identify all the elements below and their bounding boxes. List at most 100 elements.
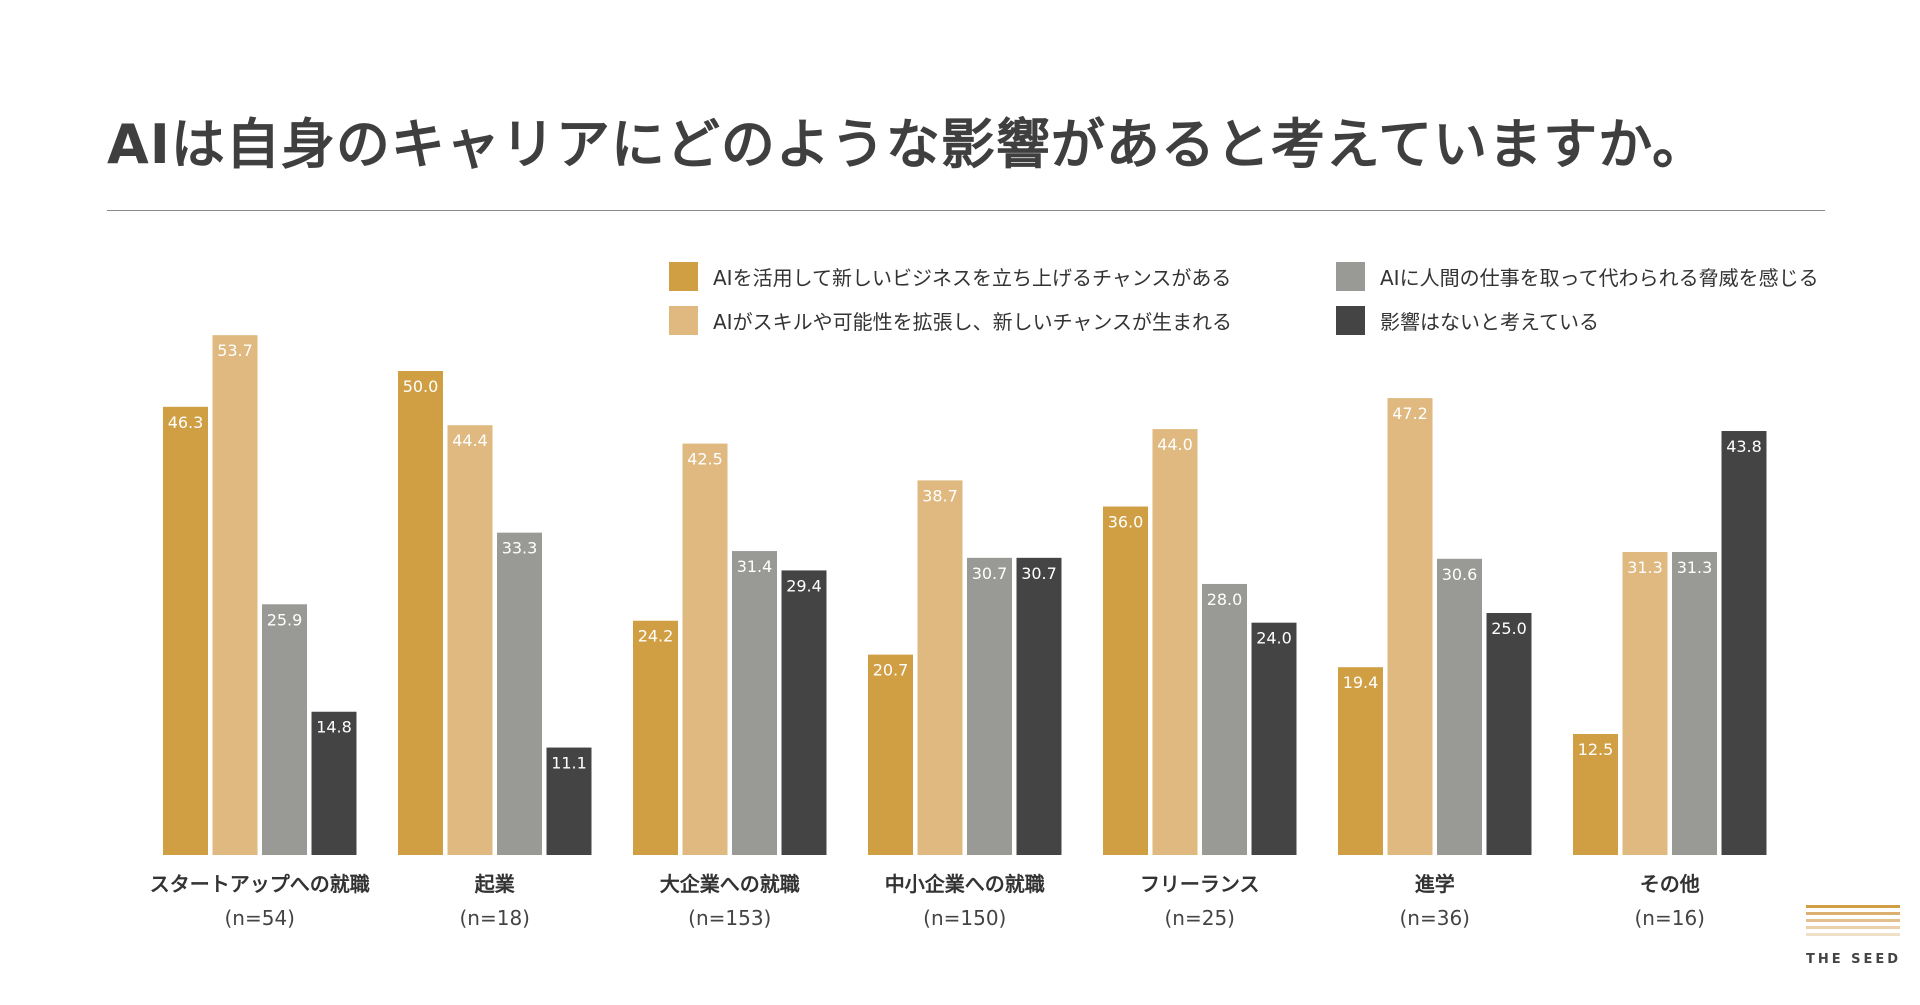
bar-group: 36.0 44.0 28.0 24.0 フリーランス (n=25) (1103, 429, 1297, 930)
bar-value-label: 25.0 (1491, 619, 1527, 638)
bar (1338, 667, 1383, 855)
the-seed-logo: THE SEED (1806, 905, 1900, 967)
bar (497, 532, 542, 855)
bar-value-label: 46.3 (168, 413, 204, 432)
legend-item-job-threat: AIに人間の仕事を取って代わられる脅威を感じる (1336, 256, 1819, 296)
logo-stripe (1806, 905, 1900, 908)
sample-size-label: (n=16) (1635, 906, 1706, 930)
bar-value-label: 29.4 (786, 576, 822, 595)
logo-stripe (1806, 919, 1900, 922)
bar (212, 335, 258, 856)
logo-stripe (1806, 926, 1900, 929)
bar-group: 20.7 38.7 30.7 30.7 中小企業への就職 (n=150) (868, 480, 1062, 930)
legend-label: AIを活用して新しいビジネスを立ち上げるチャンスがある (713, 265, 1232, 290)
bar-group: 19.4 47.2 30.6 25.0 進学 (n=36) (1338, 398, 1532, 930)
bar-value-label: 30.6 (1442, 565, 1478, 584)
legend-swatch (1336, 305, 1365, 335)
category-label: スタートアップへの就職 (150, 872, 370, 896)
sample-size-label: (n=153) (688, 906, 771, 930)
bar-group: 50.0 44.4 33.3 11.1 起業 (n=18) (398, 371, 592, 930)
legend-item-skill-expansion: AIがスキルや可能性を拡張し、新しいチャンスが生まれる (669, 300, 1232, 340)
legend-label: 影響はないと考えている (1380, 309, 1599, 334)
bar-value-label: 31.4 (737, 557, 773, 576)
category-label: その他 (1640, 872, 1700, 896)
legend-swatch (1336, 261, 1365, 291)
sample-size-label: (n=54) (225, 906, 296, 930)
chart-title: AIは自身のキャリアにどのような影響があると考えていますか。 (107, 113, 1708, 176)
sample-size-label: (n=36) (1400, 906, 1471, 930)
bar-value-label: 31.3 (1677, 558, 1713, 577)
bar-value-label: 12.5 (1578, 740, 1614, 759)
logo-stripe (1806, 933, 1900, 936)
sample-size-label: (n=150) (923, 906, 1006, 930)
bar (917, 480, 963, 855)
sample-size-label: (n=25) (1165, 906, 1236, 930)
bar-value-label: 44.4 (452, 431, 488, 450)
bar (398, 371, 443, 855)
bar (1622, 552, 1668, 855)
bar-group: 46.3 53.7 25.9 14.8 スタートアップへの就職 (n=54) (150, 335, 370, 930)
bar (1016, 557, 1062, 855)
bar-value-label: 33.3 (502, 539, 538, 558)
bar (262, 604, 307, 855)
bar (1573, 734, 1618, 855)
bar (1486, 613, 1532, 855)
legend-swatch (669, 305, 698, 335)
bar-value-label: 44.0 (1157, 435, 1193, 454)
bar (967, 557, 1012, 855)
bar (163, 406, 208, 855)
bar (1103, 506, 1148, 855)
bar-value-label: 30.7 (972, 564, 1008, 583)
bar (633, 620, 678, 855)
bar (447, 425, 493, 855)
bar (1437, 558, 1482, 855)
logo-text: THE SEED (1806, 952, 1902, 967)
bar (1251, 622, 1297, 855)
legend-swatch (669, 261, 698, 291)
bar (1152, 429, 1198, 855)
bar-value-label: 19.4 (1343, 673, 1379, 692)
legend-label: AIに人間の仕事を取って代わられる脅威を感じる (1380, 265, 1819, 290)
bar (1202, 583, 1247, 855)
bar-value-label: 42.5 (687, 450, 723, 469)
bar-value-label: 11.1 (551, 754, 587, 773)
bar (868, 654, 913, 855)
category-label: 起業 (474, 872, 516, 896)
bar (781, 570, 827, 855)
category-label: 中小企業への就職 (885, 872, 1045, 896)
bar-value-label: 31.3 (1627, 558, 1663, 577)
category-label: 進学 (1415, 872, 1455, 896)
bar-value-label: 14.8 (316, 718, 352, 737)
bar (1387, 398, 1433, 855)
bar-value-label: 25.9 (267, 610, 303, 629)
bar-value-label: 38.7 (922, 486, 958, 505)
bar (546, 747, 592, 855)
category-label: フリーランス (1140, 872, 1260, 896)
legend-item-no-impact: 影響はないと考えている (1336, 300, 1599, 340)
legend-item-new-business: AIを活用して新しいビジネスを立ち上げるチャンスがある (669, 256, 1231, 296)
bar-value-label: 36.0 (1108, 513, 1144, 532)
bar (682, 443, 728, 855)
bar-value-label: 20.7 (873, 661, 909, 680)
bar-value-label: 47.2 (1392, 404, 1428, 423)
bar-value-label: 53.7 (217, 341, 253, 360)
bar-value-label: 30.7 (1021, 564, 1057, 583)
bar-group: 24.2 42.5 31.4 29.4 大企業への就職 (n=153) (633, 443, 827, 930)
logo-stripe (1806, 912, 1900, 915)
logo-mark (1806, 905, 1900, 936)
bar-value-label: 24.0 (1256, 629, 1292, 648)
bar-group: 12.5 31.3 31.3 43.8 その他 (n=16) (1573, 431, 1767, 930)
bar (311, 711, 357, 855)
bar (1672, 552, 1717, 855)
bar-value-label: 43.8 (1726, 437, 1762, 456)
bar-value-label: 50.0 (403, 377, 439, 396)
bar-value-label: 28.0 (1207, 590, 1243, 609)
bar (732, 551, 777, 855)
bar (1721, 431, 1767, 855)
title-divider (107, 210, 1825, 211)
sample-size-label: (n=18) (460, 906, 531, 930)
bar-value-label: 24.2 (638, 627, 674, 646)
category-label: 大企業への就職 (660, 872, 800, 896)
legend-label: AIがスキルや可能性を拡張し、新しいチャンスが生まれる (713, 309, 1232, 334)
